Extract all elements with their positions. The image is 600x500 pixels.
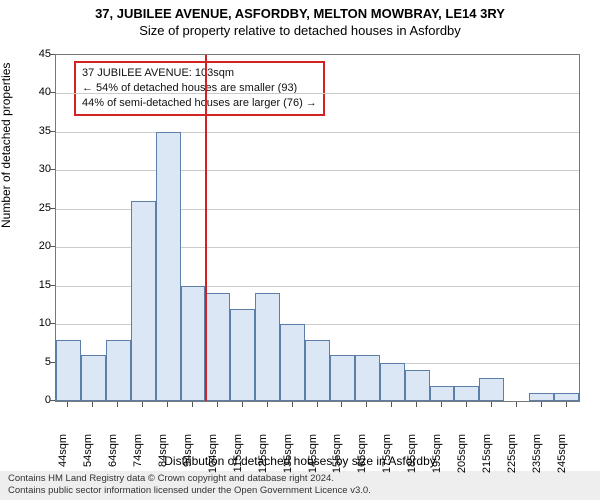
x-tick-label: 44sqm — [57, 434, 69, 474]
x-tick-mark — [242, 402, 243, 407]
histogram-bar — [131, 201, 156, 401]
x-tick-mark — [566, 402, 567, 407]
y-tick-mark — [50, 54, 55, 55]
y-tick-mark — [50, 208, 55, 209]
page-title: 37, JUBILEE AVENUE, ASFORDBY, MELTON MOW… — [0, 0, 600, 21]
x-tick-label: 104sqm — [207, 434, 219, 474]
histogram-bar — [380, 363, 405, 401]
y-tick-mark — [50, 362, 55, 363]
x-tick-label: 175sqm — [381, 434, 393, 474]
reference-line — [205, 55, 207, 401]
y-tick-mark — [50, 131, 55, 132]
x-tick-mark — [366, 402, 367, 407]
page-subtitle: Size of property relative to detached ho… — [0, 21, 600, 38]
x-tick-label: 155sqm — [331, 434, 343, 474]
x-tick-label: 215sqm — [481, 434, 493, 474]
histogram-bar — [181, 286, 206, 401]
histogram-bar — [454, 386, 479, 401]
histogram-bar — [106, 340, 131, 402]
x-tick-mark — [391, 402, 392, 407]
histogram-bar — [330, 355, 355, 401]
y-tick-label: 45 — [11, 48, 51, 60]
x-tick-label: 84sqm — [157, 434, 169, 474]
x-tick-mark — [217, 402, 218, 407]
x-tick-mark — [142, 402, 143, 407]
x-tick-label: 245sqm — [556, 434, 568, 474]
histogram-bar — [230, 309, 255, 401]
x-tick-mark — [341, 402, 342, 407]
x-tick-label: 54sqm — [82, 434, 94, 474]
y-tick-mark — [50, 169, 55, 170]
histogram-bar — [56, 340, 81, 402]
y-tick-label: 5 — [11, 356, 51, 368]
x-tick-mark — [117, 402, 118, 407]
x-tick-label: 125sqm — [257, 434, 269, 474]
chart-plot-area: 37 JUBILEE AVENUE: 103sqm ← 54% of detac… — [55, 54, 580, 402]
x-tick-mark — [541, 402, 542, 407]
histogram-bar — [255, 293, 280, 401]
y-tick-label: 30 — [11, 163, 51, 175]
x-tick-mark — [466, 402, 467, 407]
gridline — [56, 93, 579, 94]
gridline — [56, 170, 579, 171]
x-tick-mark — [167, 402, 168, 407]
x-tick-mark — [317, 402, 318, 407]
y-tick-mark — [50, 400, 55, 401]
y-tick-mark — [50, 323, 55, 324]
x-tick-label: 94sqm — [182, 434, 194, 474]
x-tick-mark — [67, 402, 68, 407]
y-tick-label: 25 — [11, 202, 51, 214]
x-tick-label: 64sqm — [107, 434, 119, 474]
histogram-bar — [430, 386, 455, 401]
footer-line-2: Contains public sector information licen… — [8, 485, 592, 497]
x-tick-mark — [267, 402, 268, 407]
histogram-bar — [81, 355, 106, 401]
x-tick-label: 205sqm — [456, 434, 468, 474]
x-tick-mark — [192, 402, 193, 407]
histogram-bar — [529, 393, 554, 401]
gridline — [56, 132, 579, 133]
y-tick-label: 40 — [11, 86, 51, 98]
histogram-bar — [355, 355, 380, 401]
x-tick-mark — [416, 402, 417, 407]
histogram-bar — [156, 132, 181, 401]
y-tick-mark — [50, 246, 55, 247]
x-tick-mark — [516, 402, 517, 407]
x-tick-label: 185sqm — [406, 434, 418, 474]
x-tick-mark — [441, 402, 442, 407]
x-tick-label: 145sqm — [307, 434, 319, 474]
x-tick-label: 195sqm — [431, 434, 443, 474]
histogram-bar — [479, 378, 504, 401]
x-tick-label: 135sqm — [282, 434, 294, 474]
histogram-bar — [305, 340, 330, 402]
histogram-bar — [205, 293, 230, 401]
x-tick-mark — [92, 402, 93, 407]
annotation-line-3: 44% of semi-detached houses are larger (… — [82, 96, 317, 111]
y-tick-label: 35 — [11, 125, 51, 137]
x-tick-label: 165sqm — [356, 434, 368, 474]
annotation-line-1: 37 JUBILEE AVENUE: 103sqm — [82, 66, 317, 81]
x-tick-label: 74sqm — [132, 434, 144, 474]
y-tick-label: 15 — [11, 279, 51, 291]
histogram-bar — [405, 370, 430, 401]
x-tick-label: 115sqm — [232, 434, 244, 474]
reference-annotation-box: 37 JUBILEE AVENUE: 103sqm ← 54% of detac… — [74, 61, 325, 116]
histogram-bar — [280, 324, 305, 401]
footer-attribution: Contains HM Land Registry data © Crown c… — [0, 471, 600, 500]
y-tick-mark — [50, 92, 55, 93]
histogram-bar — [554, 393, 579, 401]
y-tick-mark — [50, 285, 55, 286]
x-tick-mark — [292, 402, 293, 407]
y-tick-label: 0 — [11, 394, 51, 406]
x-tick-label: 235sqm — [531, 434, 543, 474]
x-tick-label: 225sqm — [506, 434, 518, 474]
footer-line-1: Contains HM Land Registry data © Crown c… — [8, 473, 592, 485]
x-tick-mark — [491, 402, 492, 407]
y-tick-label: 20 — [11, 240, 51, 252]
y-tick-label: 10 — [11, 317, 51, 329]
